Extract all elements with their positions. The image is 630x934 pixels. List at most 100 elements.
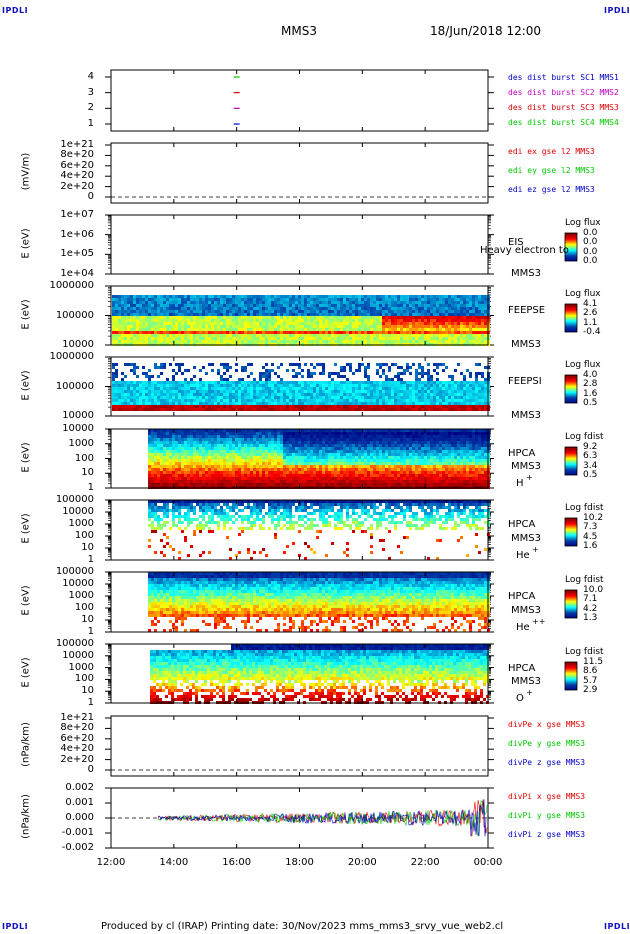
heatmap-cell <box>229 429 232 432</box>
heatmap-cell <box>403 369 406 372</box>
heatmap-cell <box>187 477 190 480</box>
heatmap-cell <box>220 456 223 459</box>
heatmap-cell <box>283 483 286 486</box>
heatmap-cell <box>289 322 292 325</box>
heatmap-cell <box>127 319 130 322</box>
heatmap-cell <box>157 310 160 313</box>
heatmap-cell <box>160 408 163 411</box>
heatmap-cell <box>232 441 235 444</box>
heatmap-cell <box>244 462 247 465</box>
heatmap-cell <box>154 340 157 343</box>
heatmap-cell <box>310 399 313 402</box>
heatmap-cell <box>223 316 226 319</box>
heatmap-cell <box>319 313 322 316</box>
heatmap-cell <box>313 399 316 402</box>
heatmap-cell <box>241 381 244 384</box>
heatmap-cell <box>442 381 445 384</box>
heatmap-cell <box>331 405 334 408</box>
heatmap-cell <box>451 301 454 304</box>
heatmap-cell <box>181 304 184 307</box>
heatmap-cell <box>184 441 187 444</box>
heatmap-cell <box>205 399 208 402</box>
colorbar-band <box>565 328 577 329</box>
heatmap-cell <box>346 337 349 340</box>
heatmap-cell <box>343 310 346 313</box>
heatmap-cell <box>226 304 229 307</box>
heatmap-cell <box>142 337 145 340</box>
heatmap-cell <box>340 393 343 396</box>
heatmap-cell <box>217 429 220 432</box>
heatmap-cell <box>391 378 394 381</box>
heatmap-cell <box>328 307 331 310</box>
heatmap-cell <box>112 384 115 387</box>
heatmap-cell <box>412 331 415 334</box>
heatmap-cell <box>142 295 145 298</box>
heatmap-cell <box>364 405 367 408</box>
heatmap-cell <box>286 340 289 343</box>
heatmap-cell <box>430 322 433 325</box>
heatmap-cell <box>295 325 298 328</box>
heatmap-cell <box>253 331 256 334</box>
heatmap-cell <box>205 402 208 405</box>
heatmap-cell <box>427 295 430 298</box>
heatmap-cell <box>184 387 187 390</box>
heatmap-cell <box>421 301 424 304</box>
heatmap-cell <box>277 366 280 369</box>
heatmap-cell <box>175 471 178 474</box>
heatmap-cell <box>283 325 286 328</box>
heatmap-cell <box>388 393 391 396</box>
heatmap-cell <box>235 405 238 408</box>
heatmap-cell <box>406 384 409 387</box>
heatmap-cell <box>259 483 262 486</box>
heatmap-cell <box>421 396 424 399</box>
heatmap-cell <box>358 399 361 402</box>
heatmap-cell <box>121 384 124 387</box>
heatmap-cell <box>409 307 412 310</box>
heatmap-cell <box>298 408 301 411</box>
heatmap-cell <box>286 453 289 456</box>
heatmap-cell <box>271 304 274 307</box>
heatmap-cell <box>409 399 412 402</box>
heatmap-cell <box>322 295 325 298</box>
heatmap-cell <box>274 480 277 483</box>
heatmap-cell <box>250 462 253 465</box>
heatmap-cell <box>304 331 307 334</box>
heatmap-cell <box>253 399 256 402</box>
heatmap-cell <box>382 337 385 340</box>
heatmap-cell <box>271 444 274 447</box>
heatmap-cell <box>196 337 199 340</box>
heatmap-cell <box>394 298 397 301</box>
heatmap-cell <box>145 375 148 378</box>
heatmap-cell <box>424 322 427 325</box>
heatmap-cell <box>190 468 193 471</box>
colorbar-band <box>565 244 577 245</box>
heatmap-cell <box>157 366 160 369</box>
heatmap-cell <box>205 465 208 468</box>
heatmap-cell <box>451 310 454 313</box>
heatmap-cell <box>208 396 211 399</box>
heatmap-cell <box>277 429 280 432</box>
heatmap-cell <box>226 387 229 390</box>
heatmap-cell <box>400 366 403 369</box>
heatmap-cell <box>124 399 127 402</box>
heatmap-cell <box>157 384 160 387</box>
heatmap-cell <box>331 331 334 334</box>
heatmap-cell <box>415 384 418 387</box>
heatmap-cell <box>415 307 418 310</box>
heatmap-cell <box>370 307 373 310</box>
heatmap-cell <box>244 325 247 328</box>
heatmap-cell <box>232 408 235 411</box>
heatmap-cell <box>466 316 469 319</box>
heatmap-cell <box>250 459 253 462</box>
heatmap-cell <box>187 408 190 411</box>
heatmap-cell <box>220 363 223 366</box>
heatmap-cell <box>226 408 229 411</box>
heatmap-cell <box>259 441 262 444</box>
heatmap-cell <box>193 399 196 402</box>
heatmap-cell <box>484 307 487 310</box>
heatmap-cell <box>280 378 283 381</box>
heatmap-cell <box>349 325 352 328</box>
heatmap-cell <box>322 402 325 405</box>
heatmap-cell <box>262 298 265 301</box>
heatmap-cell <box>310 328 313 331</box>
